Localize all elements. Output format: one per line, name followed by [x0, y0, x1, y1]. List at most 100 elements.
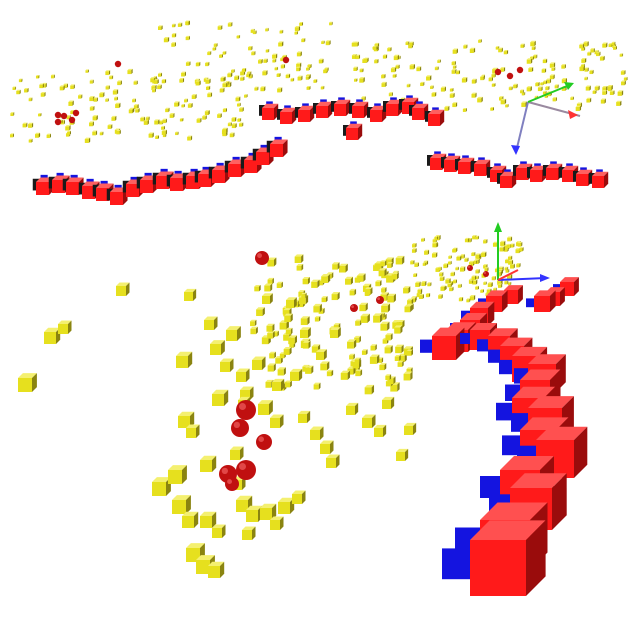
landmark-cube: [320, 361, 330, 371]
landmark-cube: [151, 84, 157, 91]
landmark-cube: [204, 316, 218, 330]
landmark-cube: [169, 113, 175, 118]
landmark-cube: [396, 319, 405, 328]
landmark-cube: [374, 424, 387, 437]
landmark-cube: [457, 283, 462, 288]
landmark-cube: [324, 67, 329, 72]
landmark-cube: [59, 85, 65, 91]
landmark-cube: [458, 297, 464, 302]
landmark-cube: [93, 97, 98, 102]
landmark-cube: [313, 382, 321, 390]
landmark-cube: [231, 116, 237, 122]
landmark-cube: [443, 263, 449, 269]
landmark-cube: [277, 367, 286, 376]
landmark-cube: [418, 294, 424, 300]
pose-red-cube: [66, 177, 84, 195]
landmark-cube: [549, 62, 556, 68]
top-pose-trajectory: [32, 95, 609, 205]
landmark-cube: [579, 43, 585, 49]
landmark-cube: [417, 288, 423, 294]
landmark-cube: [185, 20, 190, 26]
landmark-cube: [182, 511, 199, 528]
landmark-cube: [263, 58, 268, 63]
landmark-cube: [619, 53, 624, 57]
landmark-cube: [421, 237, 425, 242]
landmark-cube: [267, 363, 276, 372]
landmark-cube: [340, 370, 351, 380]
landmark-cube: [353, 66, 358, 71]
landmark-cube: [584, 76, 588, 81]
landmark-cube: [250, 319, 257, 327]
landmark-cube: [475, 269, 480, 274]
landmark-cube: [107, 124, 113, 129]
landmark-cube: [236, 368, 250, 382]
top-landmark-cloud: [10, 20, 628, 143]
sphere-marker: [483, 271, 489, 277]
landmark-cube: [347, 339, 357, 349]
landmark-cube: [471, 92, 477, 98]
landmark-cube: [314, 316, 321, 322]
landmark-cube: [543, 80, 547, 85]
landmark-cube: [531, 46, 536, 50]
landmark-cube: [546, 78, 552, 84]
landmark-cube: [387, 47, 392, 52]
landmark-cube: [420, 81, 425, 87]
landmark-cube: [472, 279, 478, 285]
landmark-cube: [590, 48, 595, 53]
landmark-cube: [526, 58, 533, 64]
landmark-cube: [92, 115, 98, 121]
landmark-cube: [452, 102, 458, 108]
landmark-cube: [265, 27, 269, 32]
landmark-cube: [264, 283, 273, 292]
landmark-cube: [89, 79, 94, 84]
landmark-cube: [581, 63, 585, 68]
landmark-cube: [222, 82, 228, 88]
landmark-cube: [272, 378, 285, 391]
landmark-cube: [256, 307, 265, 317]
landmark-cube: [290, 368, 303, 381]
landmark-cube: [267, 257, 277, 267]
landmark-cube: [507, 255, 513, 260]
landmark-cube: [205, 78, 211, 84]
landmark-cube: [477, 96, 483, 103]
landmark-cube: [459, 266, 466, 272]
landmark-cube: [589, 69, 594, 75]
pose-red-cube: [432, 327, 465, 360]
sphere-marker: [114, 60, 122, 68]
landmark-cube: [464, 237, 470, 243]
landmark-cube: [196, 117, 202, 123]
landmark-cube: [616, 100, 622, 106]
landmark-cube: [451, 60, 456, 66]
landmark-cube: [451, 68, 457, 74]
landmark-cube: [105, 70, 111, 76]
landmark-cube: [171, 33, 177, 38]
landmark-cube: [222, 108, 227, 113]
landmark-cube: [46, 133, 51, 139]
sphere-marker: [54, 111, 62, 119]
landmark-cube: [16, 89, 21, 95]
landmark-cube: [300, 316, 310, 326]
landmark-cube: [498, 47, 503, 53]
landmark-cube: [506, 243, 512, 249]
landmark-cube: [89, 106, 95, 111]
landmark-cube: [40, 91, 46, 97]
landmark-cube: [186, 424, 200, 438]
landmark-cube: [466, 298, 471, 303]
landmark-cube: [480, 289, 484, 293]
pose-red-cube: [280, 107, 297, 124]
landmark-cube: [229, 132, 235, 138]
landmark-cube: [252, 30, 257, 35]
landmark-cube: [39, 83, 44, 89]
landmark-cube: [513, 83, 518, 89]
landmark-cube: [109, 75, 114, 80]
pose-red-cube: [560, 277, 579, 296]
pose-red-cube: [430, 153, 447, 170]
landmark-cube: [10, 133, 14, 138]
landmark-cube: [380, 321, 390, 331]
pose-blue-marker: [477, 339, 490, 352]
landmark-cube: [285, 327, 293, 335]
landmark-cube: [483, 281, 487, 285]
landmark-cube: [439, 276, 445, 281]
pose-red-cube: [370, 105, 387, 122]
landmark-cube: [452, 65, 457, 69]
